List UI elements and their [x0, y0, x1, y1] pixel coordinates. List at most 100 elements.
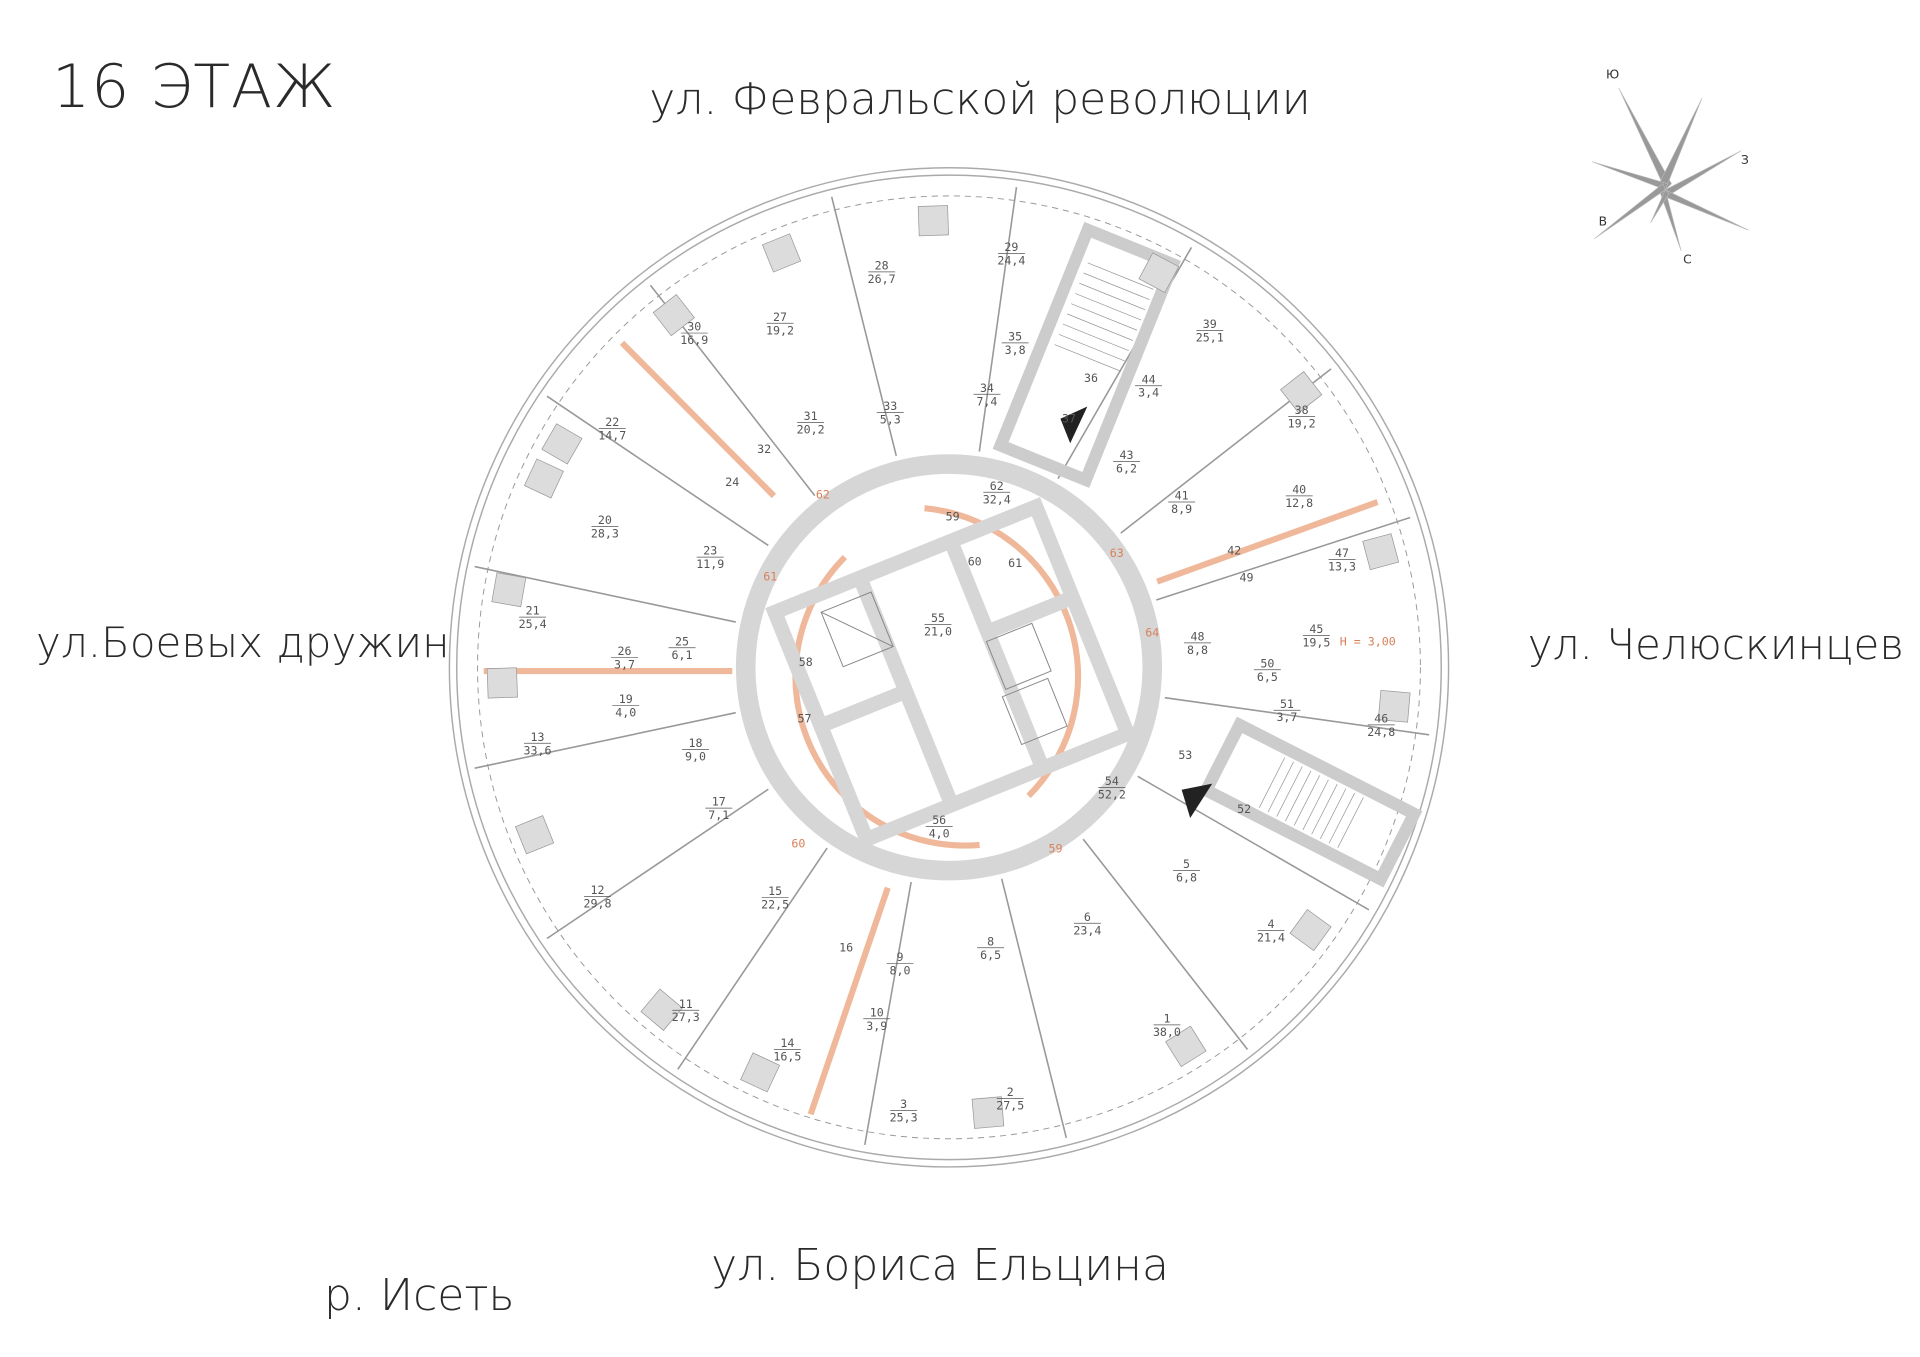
- partition-wall: [677, 847, 828, 1070]
- room-label: 56,8: [1173, 857, 1201, 885]
- room-number: 29: [1004, 240, 1018, 254]
- column: [1377, 689, 1411, 723]
- room-number: 27: [773, 310, 787, 324]
- room-number: 23: [703, 544, 717, 558]
- column: [1289, 909, 1332, 952]
- stair-step: [1075, 293, 1142, 321]
- room-area: 22,5: [761, 898, 789, 912]
- room-number: 47: [1335, 546, 1349, 560]
- room-area: 6,5: [1257, 670, 1278, 684]
- room-number: 35: [1008, 329, 1022, 343]
- floor-title: 16 ЭТАЖ: [52, 52, 337, 122]
- room-label: 59: [946, 509, 960, 523]
- room-number: 59: [946, 509, 960, 523]
- partition-wall: [546, 395, 769, 547]
- room-number: 37: [1062, 411, 1076, 425]
- room-number: 1: [1163, 1011, 1170, 1025]
- stair-step: [1293, 775, 1321, 826]
- column: [1138, 252, 1180, 294]
- room-area: 8,9: [1171, 502, 1192, 516]
- partition-wall: [474, 565, 736, 623]
- room-area: 29,8: [584, 896, 612, 910]
- room-area: 25,1: [1196, 331, 1224, 345]
- stair-step: [1054, 344, 1121, 372]
- shaft-label: 63: [1110, 546, 1124, 560]
- room-label: 623,4: [1073, 910, 1101, 937]
- room-label: 60: [968, 555, 982, 569]
- room-label: 86,5: [977, 934, 1005, 962]
- room-number: 41: [1175, 489, 1189, 503]
- room-label: 138,0: [1153, 1011, 1181, 1038]
- room-area: 4,0: [615, 705, 636, 719]
- compass-rose-icon: Ю З В С: [1591, 67, 1749, 266]
- room-number: 40: [1292, 482, 1306, 496]
- room-number: 33: [883, 399, 897, 413]
- partition-wall: [864, 881, 912, 1146]
- room-number: 17: [712, 795, 726, 809]
- room-number: 48: [1191, 629, 1205, 643]
- stair-step: [1337, 797, 1364, 848]
- room-number: 50: [1260, 656, 1274, 670]
- stair-step: [1328, 792, 1355, 844]
- stair-step: [1311, 784, 1338, 835]
- room-number: 3: [900, 1097, 907, 1111]
- partition-wall: [1137, 775, 1370, 911]
- partition-wall: [1156, 516, 1411, 601]
- room-number: 49: [1240, 571, 1254, 585]
- column: [1280, 371, 1323, 414]
- room-area: 16,9: [680, 333, 708, 347]
- room-number: 26: [617, 644, 631, 658]
- room-number: 56: [932, 813, 946, 827]
- stair-step: [1066, 313, 1134, 341]
- room-label: 98,0: [886, 950, 914, 978]
- room-number: 53: [1178, 748, 1192, 762]
- room-number: 24: [725, 475, 739, 489]
- room-area: 25,3: [890, 1111, 918, 1125]
- room-label: 564,0: [925, 813, 953, 841]
- room-label: 325,3: [890, 1097, 918, 1124]
- column: [514, 815, 555, 855]
- room-area: 24,4: [997, 253, 1025, 267]
- stair-step: [1058, 333, 1125, 362]
- room-number: 46: [1374, 711, 1388, 725]
- room-area: 21,0: [924, 625, 952, 639]
- compass-east: В: [1599, 214, 1607, 228]
- column: [917, 205, 949, 237]
- room-number: 32: [757, 442, 771, 456]
- room-number: 13: [531, 730, 545, 744]
- room-number: 55: [931, 611, 945, 625]
- room-area: 13,3: [1328, 560, 1356, 574]
- room-area: 25,4: [519, 617, 547, 631]
- room-label: 436,2: [1113, 448, 1141, 476]
- compass-south: Ю: [1606, 67, 1619, 81]
- room-number: 44: [1142, 372, 1156, 386]
- partition-wall: [474, 711, 736, 769]
- room-number: 58: [799, 655, 813, 669]
- room-number: 43: [1120, 448, 1134, 462]
- room-label: 58: [799, 655, 813, 669]
- column: [541, 423, 583, 465]
- room-label: 16: [839, 940, 853, 954]
- room-area: 6,5: [980, 948, 1001, 962]
- ceiling-height-label: H = 3,00: [1340, 634, 1396, 648]
- stair-step: [1302, 779, 1329, 831]
- stair-step: [1258, 757, 1286, 808]
- column: [1165, 1025, 1207, 1068]
- room-number: 52: [1237, 802, 1251, 816]
- room-label: 353,8: [1001, 329, 1029, 357]
- room-label: 32: [757, 442, 771, 456]
- column: [971, 1096, 1005, 1129]
